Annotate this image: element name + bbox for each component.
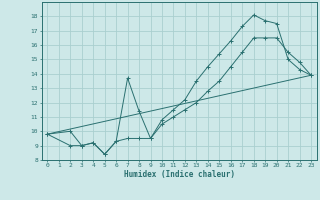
X-axis label: Humidex (Indice chaleur): Humidex (Indice chaleur)	[124, 170, 235, 179]
